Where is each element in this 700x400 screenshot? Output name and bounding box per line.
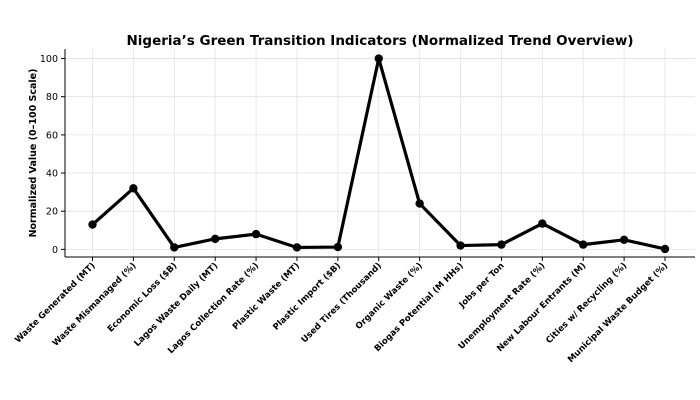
y-axis-label: Normalized Value (0–100 Scale) <box>28 69 39 238</box>
y-tick-label: 0 <box>52 245 58 256</box>
data-point <box>456 241 465 250</box>
x-tick-label: Waste Generated (MT) <box>13 261 97 345</box>
x-tick-label: Organic Waste (%) <box>354 261 425 332</box>
x-tick-labels: Waste Generated (MT)Waste Mismanaged (%)… <box>13 257 670 365</box>
data-point <box>292 243 302 252</box>
data-point <box>129 184 138 193</box>
x-tick-label: Economic Loss ($B) <box>106 261 179 334</box>
x-tick-label: Unemployment Rate (%) <box>457 261 548 352</box>
x-tick-label: Biogas Potential (M HHs) <box>373 261 466 354</box>
y-tick-label: 40 <box>46 169 58 180</box>
x-tick-label: Waste Mismanaged (%) <box>51 261 139 349</box>
x-tick-label: Used Tires (Thousand) <box>300 261 384 345</box>
data-point <box>538 219 547 228</box>
chart-title: Nigeria’s Green Transition Indicators (N… <box>127 33 634 49</box>
data-point <box>660 244 670 254</box>
data-point <box>579 240 588 249</box>
data-point <box>374 54 383 63</box>
data-point <box>170 243 179 252</box>
data-point <box>333 242 343 252</box>
data-point <box>619 235 629 245</box>
data-series <box>88 54 670 254</box>
data-point <box>88 220 97 229</box>
y-tick-label: 20 <box>46 207 58 218</box>
data-point <box>210 234 220 244</box>
axes <box>64 49 695 258</box>
x-tick-label: Lagos Waste Daily (MT) <box>133 261 221 349</box>
x-tick-label: Cities w/ Recycling (%) <box>544 261 629 346</box>
y-tick-labels: 0 20 40 60 80 100 <box>40 54 65 256</box>
y-tick-label: 80 <box>46 92 58 103</box>
y-tick-label: 60 <box>46 130 58 141</box>
x-tick-label: Plastic Waste (MT) <box>231 261 302 332</box>
x-tick-label: Plastic Import ($B) <box>271 261 343 333</box>
data-point <box>251 229 261 239</box>
y-tick-label: 100 <box>40 54 58 65</box>
data-point <box>415 199 424 208</box>
data-point <box>497 240 506 249</box>
